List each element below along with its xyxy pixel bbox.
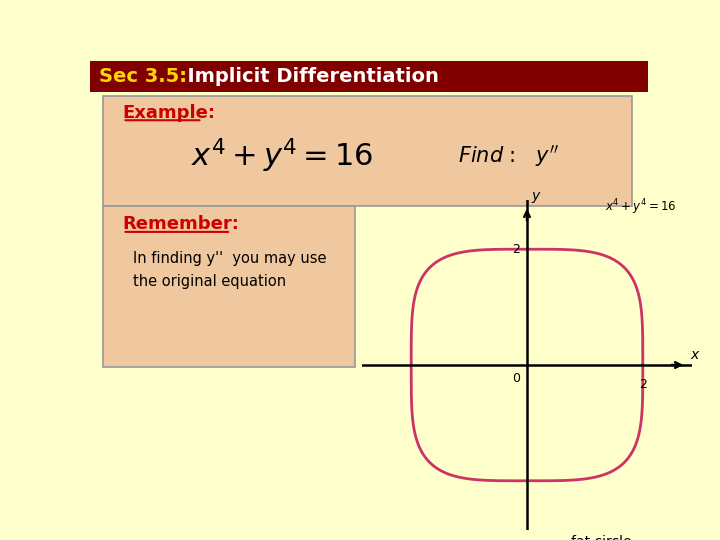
Text: Example:: Example: [122, 104, 215, 122]
Text: $\mathit{Find}$ :   $y^{\prime\prime}$: $\mathit{Find}$ : $y^{\prime\prime}$ [458, 143, 559, 168]
Text: 2: 2 [512, 242, 520, 256]
Text: Remember:: Remember: [122, 215, 240, 233]
Text: y: y [531, 189, 539, 203]
Text: Implicit Differentiation: Implicit Differentiation [174, 67, 438, 86]
Text: 2: 2 [639, 378, 647, 391]
Text: In finding y''  you may use: In finding y'' you may use [132, 251, 326, 266]
Text: x: x [690, 348, 698, 362]
FancyBboxPatch shape [90, 61, 648, 92]
Text: $x^4 + y^4 = 16$: $x^4 + y^4 = 16$ [191, 137, 373, 175]
Text: 0: 0 [512, 372, 520, 385]
FancyBboxPatch shape [103, 96, 631, 206]
Text: the original equation: the original equation [132, 274, 286, 289]
Text: $x^4 + y^4 = 16$: $x^4 + y^4 = 16$ [605, 198, 677, 218]
FancyBboxPatch shape [103, 206, 355, 367]
Text: Sec 3.5:: Sec 3.5: [99, 67, 187, 86]
Text: fat circle: fat circle [571, 535, 631, 540]
